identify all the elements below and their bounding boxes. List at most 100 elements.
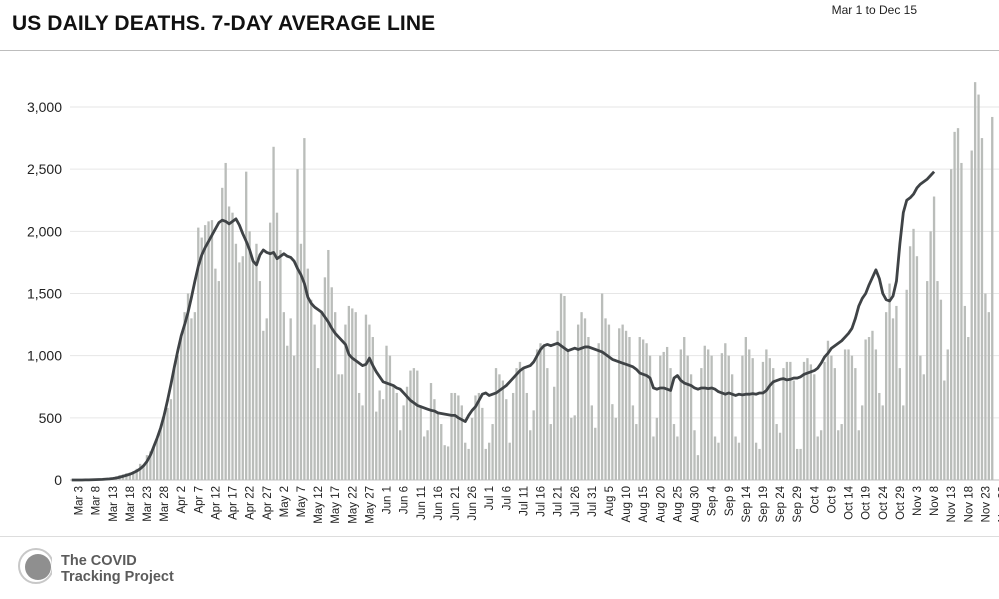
bar: [737, 442, 741, 480]
bar: [241, 256, 244, 480]
bar: [248, 231, 251, 480]
bar: [597, 343, 600, 480]
x-tick-label: Jun 21: [450, 486, 462, 521]
x-tick-label: Nov 18: [963, 486, 975, 522]
bar: [323, 277, 327, 480]
bar: [535, 349, 539, 480]
bar: [611, 404, 614, 480]
x-tick-label: Mar 23: [142, 486, 154, 522]
bar: [245, 171, 248, 481]
x-tick-label: Nov 13: [946, 486, 958, 522]
bar: [292, 355, 296, 480]
bar: [525, 392, 528, 480]
chart-area: 0 500 1,000 1,500 2,000 2,500 3,000 Mar 3 Mar 8…: [27, 82, 999, 524]
branding: The COVID Tracking Project: [61, 553, 174, 585]
x-tick-label: Sep 24: [775, 485, 787, 522]
bar: [730, 374, 734, 480]
bar: [166, 407, 169, 480]
x-tick-label: May 27: [364, 486, 376, 524]
bar: [556, 330, 559, 480]
bar: [946, 349, 949, 480]
bar: [299, 243, 303, 480]
bar: [580, 312, 583, 480]
bar: [631, 405, 635, 480]
bar: [878, 392, 881, 480]
x-tick-label: Apr 22: [245, 486, 257, 520]
bar-series: [73, 82, 994, 481]
y-tick-label: 2,500: [27, 161, 62, 177]
y-axis-labels: 0 500 1,000 1,500 2,000 2,500 3,000: [27, 99, 62, 488]
bar: [152, 447, 155, 480]
y-tick-label: 3,000: [27, 99, 62, 115]
bar: [956, 128, 960, 480]
y-tick-label: 1,500: [27, 286, 62, 302]
bar: [268, 222, 272, 480]
bar: [515, 368, 518, 480]
bar: [546, 368, 549, 480]
bar: [429, 383, 433, 480]
x-tick-label: Mar 3: [74, 486, 86, 515]
bar: [405, 386, 409, 480]
average-line-series: [71, 170, 936, 482]
x-tick-label: Mar 13: [108, 486, 120, 522]
bar: [888, 283, 891, 480]
bar: [618, 328, 621, 480]
bar: [748, 349, 751, 480]
x-tick-label: Oct 24: [878, 485, 890, 519]
bar: [884, 312, 888, 480]
bar: [587, 337, 590, 480]
bar: [145, 455, 149, 480]
bar: [987, 312, 990, 480]
bar: [327, 249, 330, 480]
x-tick-label: Nov 3: [912, 486, 924, 516]
x-tick-label: Jun 11: [416, 486, 428, 520]
bar: [203, 225, 207, 480]
bar: [419, 405, 422, 480]
bar: [689, 374, 693, 480]
bar: [857, 430, 860, 480]
x-tick-label: Jul 21: [553, 486, 565, 517]
bar: [717, 442, 720, 480]
bar: [823, 361, 826, 480]
bar: [936, 281, 939, 480]
bar: [494, 368, 498, 480]
bar: [594, 427, 597, 480]
bar: [950, 169, 953, 480]
bar: [399, 430, 402, 480]
bar: [843, 349, 847, 480]
bar: [816, 436, 819, 480]
bar: [659, 355, 662, 480]
x-tick-label: May 7: [296, 486, 308, 517]
bar: [778, 432, 782, 480]
x-tick-label: Jul 6: [501, 486, 513, 510]
bar: [655, 417, 659, 480]
bar: [255, 243, 258, 480]
bar: [539, 343, 542, 480]
x-tick-label: Jul 11: [518, 486, 530, 516]
bar: [703, 345, 706, 480]
bar: [501, 380, 505, 480]
bar: [149, 451, 152, 480]
bar: [573, 415, 576, 480]
bar: [361, 405, 364, 480]
bar: [864, 339, 867, 480]
bar: [306, 268, 309, 480]
bar: [351, 308, 354, 480]
bar: [939, 299, 943, 480]
bar: [529, 430, 532, 480]
bar: [984, 293, 987, 480]
x-tick-label: Apr 17: [228, 486, 240, 520]
bar: [464, 442, 467, 480]
bar: [772, 368, 775, 480]
bar: [221, 187, 224, 481]
bar: [488, 442, 491, 480]
bar: [908, 246, 912, 480]
bar: [724, 343, 727, 480]
x-tick-label: Apr 27: [262, 486, 274, 520]
bar: [638, 337, 641, 480]
x-tick-label: May 12: [313, 486, 325, 524]
bar: [310, 299, 313, 480]
bar: [388, 355, 392, 480]
bar: [334, 312, 337, 480]
bar: [621, 324, 624, 480]
